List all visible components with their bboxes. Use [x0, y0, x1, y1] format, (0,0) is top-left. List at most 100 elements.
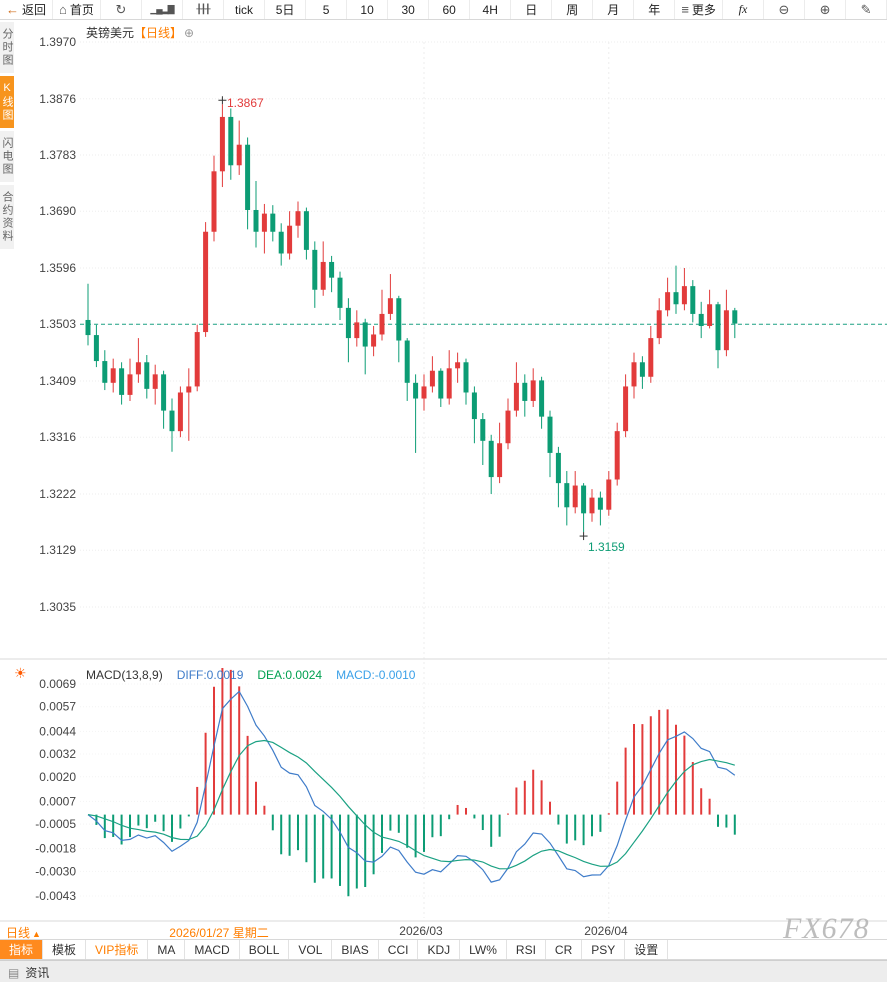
status-bar: ▤ 资讯	[0, 960, 887, 982]
period-30min-label: 30	[401, 2, 415, 17]
add-compare-icon[interactable]: ⊕	[184, 26, 195, 40]
home-label: 首页	[69, 3, 94, 17]
svg-text:0.0057: 0.0057	[39, 700, 76, 714]
home-button[interactable]: ⌂ 首页	[53, 0, 101, 19]
refresh-icon: ↻	[115, 2, 127, 17]
tab-boll[interactable]: BOLL	[240, 940, 290, 959]
svg-text:1.3970: 1.3970	[39, 35, 76, 49]
rail-candle-chart[interactable]: K线图	[0, 76, 14, 128]
news-label[interactable]: 资讯	[25, 966, 50, 980]
period-5min-label: 5	[322, 2, 330, 17]
watermark: FX678	[783, 912, 870, 945]
tab-settings[interactable]: 设置	[625, 940, 669, 959]
period-4h-label: 4H	[482, 2, 498, 17]
period-dropdown-label: 日线	[6, 926, 31, 940]
chart-area: 1.3970 1.3876 1.3783 1.3690 1.3596 1.3503 1.34…	[0, 20, 887, 945]
zoom-in-icon: ⊕	[819, 2, 831, 17]
tab-kdj[interactable]: KDJ	[418, 940, 461, 959]
x-axis-label-march: 2026/03	[399, 924, 443, 938]
svg-text:1.3503: 1.3503	[39, 317, 76, 331]
zoom-in-button[interactable]: ⊕	[805, 0, 847, 19]
svg-text:1.3316: 1.3316	[39, 430, 76, 444]
svg-text:-0.0030: -0.0030	[35, 864, 76, 878]
period-60min-button[interactable]: 60	[429, 0, 471, 19]
tab-vip-indicators[interactable]: VIP指标	[86, 940, 149, 959]
tab-ma[interactable]: MA	[148, 940, 186, 959]
period-5day-button[interactable]: 5日	[265, 0, 307, 19]
tab-indicators[interactable]: 指标	[0, 940, 44, 959]
news-icon: ▤	[8, 965, 20, 980]
area-chart-icon: ▁▄▂▇	[150, 4, 174, 14]
fx-button[interactable]: fx	[723, 0, 764, 19]
back-icon: ←	[6, 2, 19, 17]
period-10min-button[interactable]: 10	[347, 0, 389, 19]
back-button[interactable]: ← 返回	[0, 0, 54, 19]
candle-chart-button[interactable]: ╂╂╂	[183, 0, 224, 19]
symbol-name: 英镑美元	[86, 26, 135, 40]
svg-text:0.0044: 0.0044	[39, 724, 76, 738]
period-10min-label: 10	[360, 2, 374, 17]
period-4h-button[interactable]: 4H	[470, 0, 512, 19]
period-week-button[interactable]: 周	[552, 0, 594, 19]
area-chart-button[interactable]: ▁▄▂▇	[142, 0, 183, 19]
period-week-label: 周	[566, 3, 579, 17]
period-year-button[interactable]: 年	[634, 0, 676, 19]
rail-time-chart[interactable]: 分时图	[0, 22, 14, 73]
svg-text:1.3876: 1.3876	[39, 92, 76, 106]
tab-rsi[interactable]: RSI	[507, 940, 546, 959]
fx-label: fx	[738, 2, 748, 16]
tab-bias[interactable]: BIAS	[332, 940, 379, 959]
toolbar: ← 返回 ⌂ 首页 ↻ ▁▄▂▇ ╂╂╂ tick 5日 5 10 30 60 4H 日周月年 ≡ 更多 fx ⊖ ⊕…	[0, 0, 887, 20]
macd-diff-value: DIFF:0.0019	[176, 668, 244, 682]
svg-text:0.0007: 0.0007	[39, 794, 76, 808]
macd-legend: MACD(13,8,9) DIFF:0.0019 DEA:0.0024 MACD…	[86, 668, 415, 682]
svg-text:1.3783: 1.3783	[39, 148, 76, 162]
tab-templates[interactable]: 模板	[43, 940, 87, 959]
more-icon: ≡	[681, 2, 689, 17]
candle-chart-icon: ╂╂╂	[196, 4, 210, 14]
svg-text:-0.0043: -0.0043	[35, 889, 76, 903]
svg-text:-0.0005: -0.0005	[35, 817, 76, 831]
more-button[interactable]: ≡ 更多	[675, 0, 723, 19]
chart-type-rail: 分时图 K线图闪电图合约资料	[0, 22, 14, 249]
tab-cr[interactable]: CR	[546, 940, 583, 959]
rail-contract-info[interactable]: 合约资料	[0, 185, 14, 249]
period-tag: 【日线】	[134, 26, 183, 40]
draw-icon: ✎	[860, 2, 872, 17]
indicator-tab-bar: 指标 模板 VIP指标 MA MACD BOLL VOL BIAS CCI KDJ LW% RSI CR…	[0, 939, 887, 960]
tab-lw[interactable]: LW%	[460, 940, 507, 959]
zoom-out-icon: ⊖	[778, 2, 790, 17]
macd-params-label: MACD(13,8,9)	[86, 668, 163, 682]
period-5min-button[interactable]: 5	[306, 0, 348, 19]
zoom-out-button[interactable]: ⊖	[764, 0, 805, 19]
svg-text:1.3596: 1.3596	[39, 261, 76, 275]
tab-psy[interactable]: PSY	[582, 940, 626, 959]
macd-hist-value: MACD:-0.0010	[336, 668, 416, 682]
low-price-annotation: 1.3159	[588, 540, 625, 554]
chevron-up-icon: ▲	[32, 929, 41, 939]
period-day-button[interactable]: 日	[511, 0, 553, 19]
tab-cci[interactable]: CCI	[379, 940, 419, 959]
period-30min-button[interactable]: 30	[388, 0, 430, 19]
tick-button[interactable]: tick	[224, 0, 266, 19]
x-axis-label-april: 2026/04	[584, 924, 628, 938]
draw-button[interactable]: ✎	[846, 0, 887, 19]
svg-text:-0.0018: -0.0018	[35, 842, 76, 856]
tick-label: tick	[235, 2, 253, 17]
period-year-label: 年	[648, 3, 661, 17]
back-label: 返回	[22, 3, 47, 17]
home-icon: ⌂	[59, 2, 67, 17]
svg-text:1.3129: 1.3129	[39, 543, 76, 557]
rail-lightning-chart[interactable]: 闪电图	[0, 131, 14, 182]
period-month-button[interactable]: 月	[593, 0, 635, 19]
refresh-button[interactable]: ↻	[101, 0, 142, 19]
period-dropdown[interactable]: 日线 ▲	[6, 924, 41, 941]
svg-text:0.0020: 0.0020	[39, 770, 76, 784]
svg-text:1.3222: 1.3222	[39, 487, 76, 501]
price-macd-chart[interactable]: 1.3970 1.3876 1.3783 1.3690 1.3596 1.3503 1.34…	[0, 20, 887, 939]
sun-icon[interactable]: ☀	[14, 665, 27, 681]
tab-macd[interactable]: MACD	[185, 940, 240, 959]
tab-vol[interactable]: VOL	[289, 940, 333, 959]
period-day-label: 日	[525, 3, 538, 17]
